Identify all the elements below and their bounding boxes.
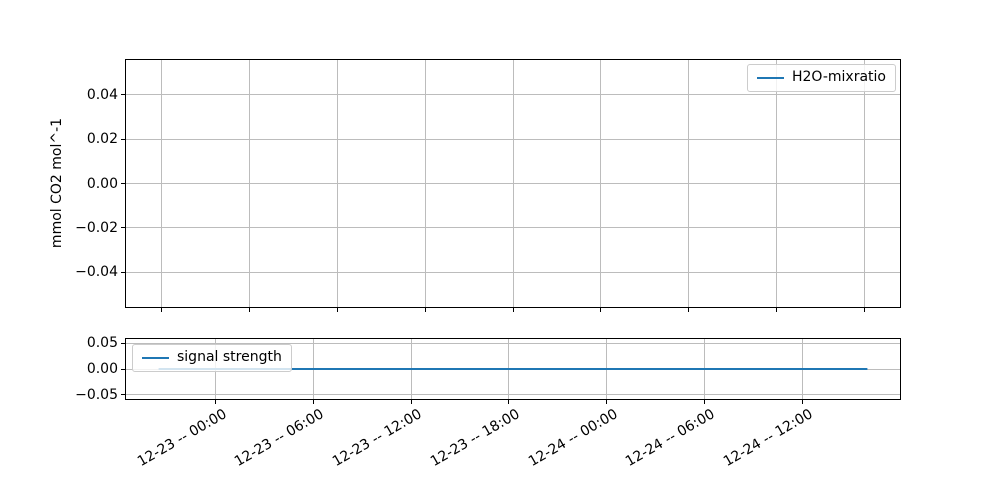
x-tick-mark: [801, 400, 803, 404]
x-tick-label-text: 12-23 -- 00:00: [134, 406, 230, 471]
y-tick-label: 0.00: [86, 175, 118, 192]
y-tick-mark: [121, 271, 125, 273]
x-tick-label-text: 12-24 -- 00:00: [525, 406, 621, 471]
y-tick-label: 0.00: [86, 361, 118, 377]
x-tick-mark: [336, 308, 338, 312]
y-tick-mark: [121, 342, 125, 344]
x-tick-mark: [600, 308, 602, 312]
x-tick-label-text: 12-23 -- 06:00: [232, 406, 327, 471]
x-tick-mark: [606, 400, 608, 404]
y-gridline: [126, 271, 900, 273]
legend-label: H2O-mixratio: [792, 69, 886, 85]
legend-label: signal strength: [177, 349, 282, 365]
y-tick-label: −0.05: [75, 386, 118, 403]
legend-h2o-mixratio: H2O-mixratio: [747, 64, 896, 92]
y-tick-mark: [121, 368, 125, 370]
top-plot-area: H2O-mixratio 0.04 0.02 0.00 −0.02 −0.04: [75, 59, 901, 312]
top-plot-y-axis-label: mmol CO2 mol^-1: [49, 117, 65, 249]
legend-line-swatch: [757, 76, 784, 79]
x-tick-mark: [248, 308, 250, 312]
x-tick-mark: [512, 308, 514, 312]
y-tick-mark: [121, 183, 125, 184]
y-gridline: [126, 342, 900, 344]
y-gridline: [126, 227, 900, 229]
x-tick-mark: [688, 308, 690, 312]
x-tick-mark: [424, 308, 426, 312]
y-tick-mark: [121, 94, 125, 96]
x-tick-label-text: 12-24 -- 12:00: [721, 406, 816, 471]
x-tick-mark: [160, 308, 162, 312]
y-tick-mark: [121, 138, 125, 140]
y-tick-label: −0.04: [75, 264, 118, 281]
x-tick-mark: [508, 400, 510, 404]
x-tick-label-text: 12-23 -- 12:00: [330, 406, 425, 471]
y-tick-label: −0.02: [75, 219, 118, 236]
x-tick-mark: [410, 400, 412, 404]
y-tick-label: 0.02: [86, 131, 118, 148]
y-gridline: [126, 183, 900, 184]
y-tick-label: 0.05: [86, 335, 118, 352]
x-tick-mark: [776, 308, 778, 312]
x-tick-mark: [312, 400, 314, 404]
y-gridline: [126, 138, 900, 140]
legend-line-swatch: [142, 356, 169, 359]
y-gridline: [126, 394, 900, 396]
y-tick-mark: [121, 394, 125, 396]
y-tick-mark: [121, 227, 125, 229]
x-tick-mark: [703, 400, 705, 404]
x-tick-mark: [864, 308, 866, 312]
x-tick-label-text: 12-24 -- 06:00: [623, 406, 718, 471]
x-tick-label-text: 12-23 -- 18:00: [427, 406, 523, 471]
y-tick-label: 0.04: [86, 86, 118, 103]
x-tick-mark: [215, 400, 217, 404]
legend-signal-strength: signal strength: [132, 344, 292, 372]
y-gridline: [126, 94, 900, 96]
bottom-plot-area: signal strength 12-23 -- 00:00 12-23 -- 0…: [75, 336, 901, 470]
